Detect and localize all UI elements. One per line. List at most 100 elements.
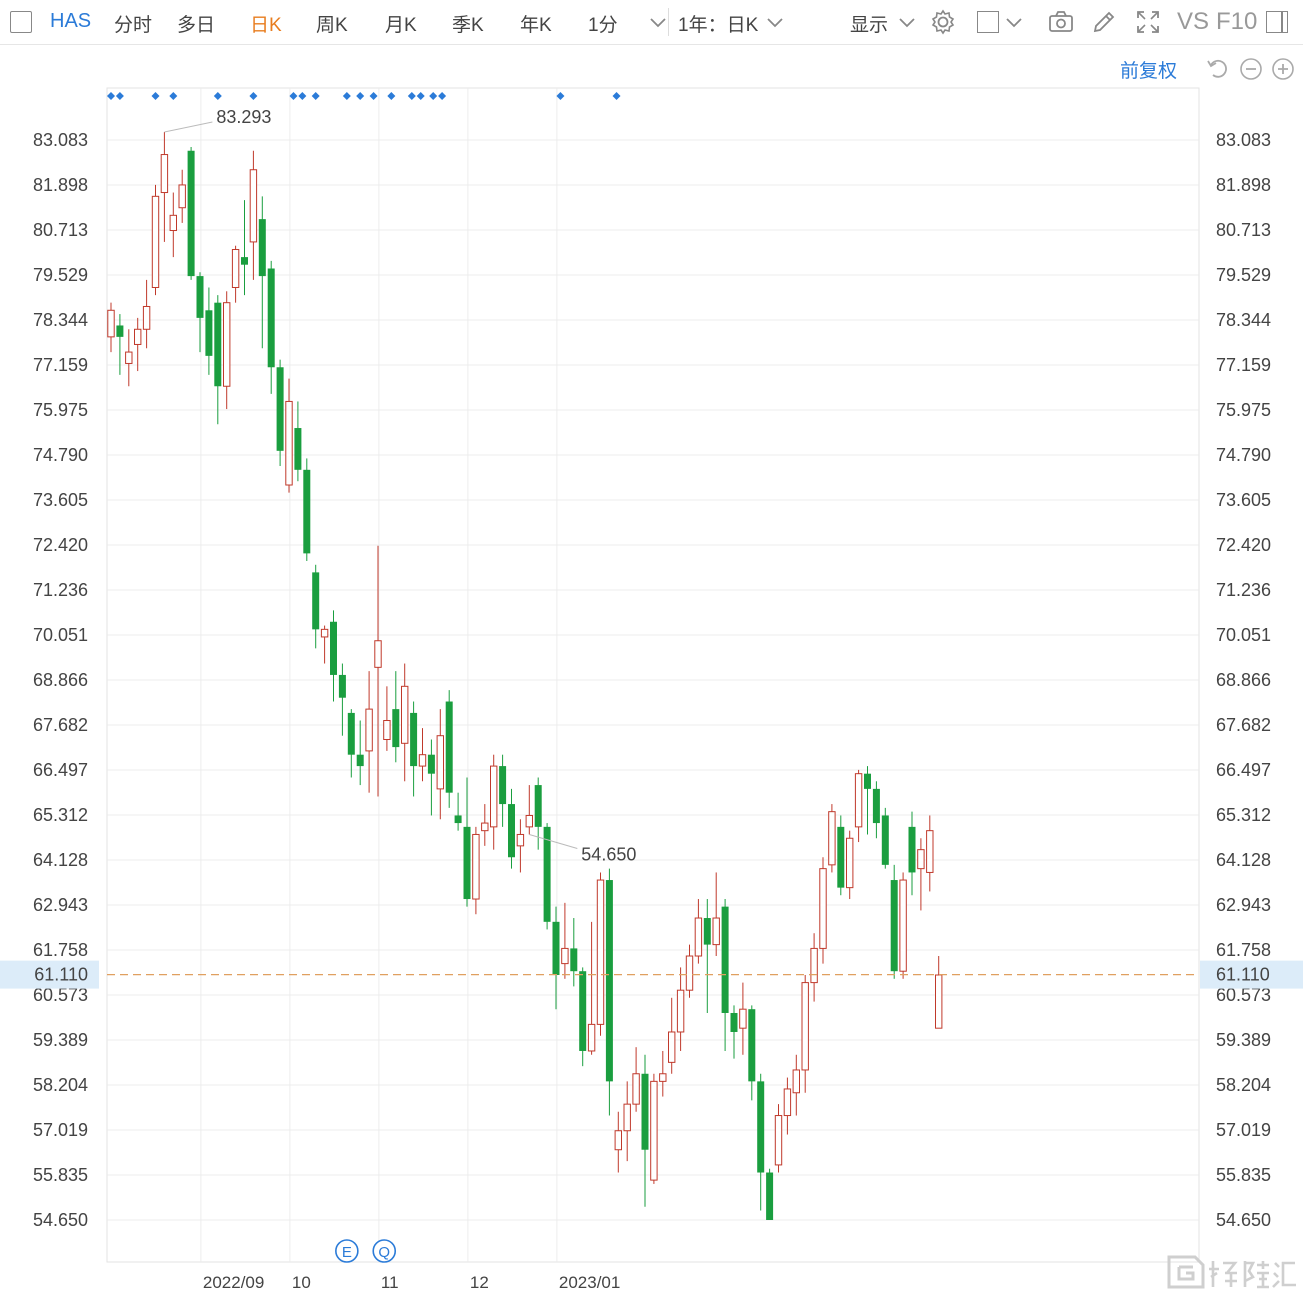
y-tick-label-left: 62.943 <box>33 895 88 915</box>
candle-body <box>819 868 827 949</box>
candle <box>864 766 871 835</box>
dividend-dot-marker <box>298 92 307 100</box>
chevron-down-icon[interactable] <box>894 9 920 35</box>
candle-body <box>516 833 525 847</box>
chevron-down-icon[interactable] <box>1001 9 1027 35</box>
candle-body <box>214 302 222 387</box>
vs-button[interactable]: VS <box>1177 8 1210 35</box>
f10-button[interactable]: F10 <box>1216 8 1258 35</box>
candle <box>587 921 596 1055</box>
candle-body <box>774 1115 783 1166</box>
camera-icon[interactable] <box>1048 9 1074 35</box>
candle-body <box>810 947 818 984</box>
y-tick-label-right: 80.713 <box>1216 220 1271 240</box>
dividend-dot-marker <box>107 92 115 100</box>
tab-zhouk[interactable]: 周K <box>316 15 348 36</box>
tab-jik[interactable]: 季K <box>452 15 484 36</box>
candle-body <box>294 428 302 470</box>
candle-body <box>872 788 880 824</box>
axes: 83.083 83.083 81.898 81.898 80.713 80.713 79.5… <box>0 107 1303 1292</box>
chevron-down-icon[interactable] <box>645 9 671 35</box>
candle-body <box>454 815 462 824</box>
candle <box>125 329 133 387</box>
plot-frame <box>106 87 1200 1263</box>
y-tick-label-right: 67.682 <box>1216 715 1271 735</box>
y-tick-label-left: 79.529 <box>33 265 88 285</box>
candle <box>774 1104 783 1173</box>
candles <box>107 132 943 1220</box>
y-tick-label-right: 64.128 <box>1216 850 1271 870</box>
y-tick-label-right: 59.389 <box>1216 1030 1271 1050</box>
candle <box>819 857 827 964</box>
zoom-in-icon[interactable] <box>1270 56 1296 82</box>
y-tick-label-left: 67.682 <box>33 715 88 735</box>
y-tick-label-left: 68.866 <box>33 670 88 690</box>
candle-body <box>142 305 151 330</box>
candle <box>623 1081 631 1162</box>
candle <box>365 671 373 793</box>
candle <box>454 792 462 831</box>
fuquan-link[interactable]: 前复权 <box>1120 61 1178 82</box>
candle <box>160 132 169 242</box>
candle-body <box>285 400 293 486</box>
candle-body <box>552 921 560 976</box>
candle <box>890 864 898 979</box>
candle <box>258 196 266 349</box>
candle-body <box>792 1069 800 1094</box>
symbol-label[interactable]: HAS <box>50 10 92 32</box>
candle <box>187 146 195 280</box>
candle <box>436 709 445 820</box>
tab-duori[interactable]: 多日 <box>177 15 216 36</box>
current-price-badge-right <box>1200 960 1303 989</box>
chevron-down-icon[interactable] <box>762 9 788 35</box>
dividend-dot-marker <box>407 92 416 100</box>
tab-niank[interactable]: 年K <box>520 15 552 36</box>
gear-icon[interactable] <box>930 9 956 35</box>
toolbar: HAS 分时 多日 日K 周K 月K 季K 年K 1分 1年：日K 显示 VS … <box>0 0 1303 45</box>
candle <box>935 956 943 1029</box>
candle-body <box>347 712 355 755</box>
candle-body <box>223 302 231 387</box>
candle-body <box>374 640 382 668</box>
y-tick-label-left: 73.605 <box>33 490 88 510</box>
candle-body <box>579 971 587 1051</box>
event-marker-label: E <box>342 1244 352 1261</box>
candle-body <box>116 325 124 337</box>
event-marker-q: Q <box>372 1239 397 1263</box>
chart-grid <box>106 87 1200 1263</box>
y-tick-label-left: 64.128 <box>33 850 88 870</box>
candle <box>792 1054 800 1116</box>
tab-fenshi[interactable]: 分时 <box>114 15 153 36</box>
candle-body <box>463 826 471 900</box>
fullscreen-icon[interactable] <box>1135 9 1161 35</box>
y-tick-label-left: 83.083 <box>33 130 88 150</box>
candle <box>668 997 676 1074</box>
tab-yuek[interactable]: 月K <box>385 15 417 36</box>
undo-icon[interactable] <box>1206 56 1232 82</box>
square-toggle-icon[interactable] <box>977 11 999 33</box>
candle-body <box>587 1023 596 1052</box>
zoom-out-icon[interactable] <box>1238 56 1264 82</box>
candle-body <box>721 906 729 1013</box>
candle-body <box>267 268 275 368</box>
tab-1fen[interactable]: 1分 <box>588 15 618 36</box>
y-tick-label-right: 79.529 <box>1216 265 1271 285</box>
candle <box>142 279 151 349</box>
candle-body <box>641 1073 649 1150</box>
candle-body <box>427 754 435 774</box>
candle <box>481 804 489 846</box>
tab-rik[interactable]: 日K <box>250 15 282 36</box>
pencil-icon[interactable] <box>1091 9 1117 35</box>
candle <box>249 150 258 280</box>
display-menu[interactable]: 显示 <box>850 15 889 36</box>
range-select[interactable]: 1年：日K <box>678 15 759 36</box>
candle-body <box>828 811 836 866</box>
panel-toggle-icon[interactable] <box>1266 11 1288 33</box>
candle-body <box>632 1073 640 1105</box>
candle <box>196 272 204 353</box>
dividend-dot-marker <box>416 92 425 100</box>
sidebar-toggle-icon[interactable] <box>10 11 32 33</box>
candle-body <box>908 826 916 873</box>
candle-body <box>338 674 346 698</box>
